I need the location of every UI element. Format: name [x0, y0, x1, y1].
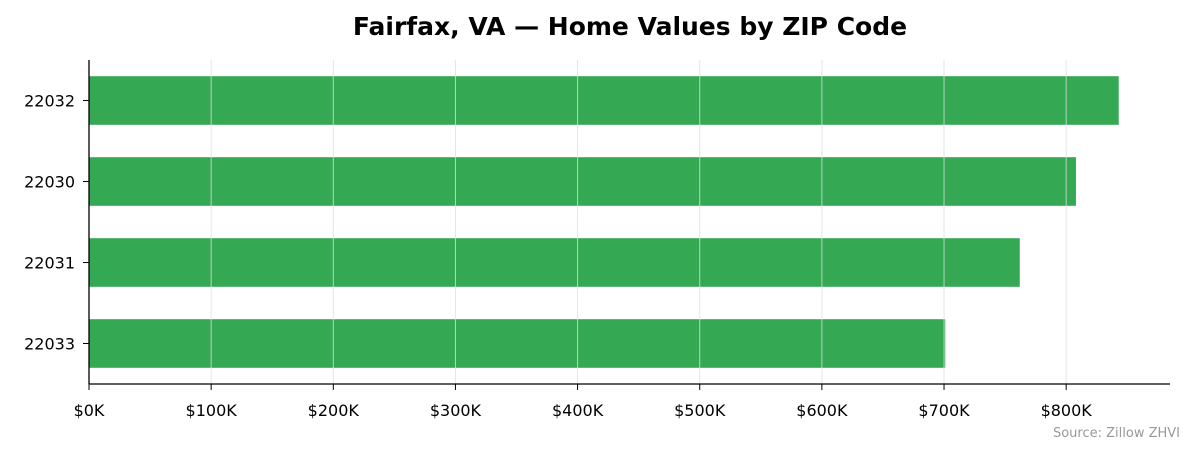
x-tick-label: $600K	[796, 401, 848, 420]
bar-22032	[89, 76, 1119, 125]
axes	[88, 60, 1170, 385]
tick-labels: $0K $100K $200K $300K $400K $500K $600K $700K $8…	[24, 92, 1092, 421]
x-tick-label: $500K	[674, 401, 726, 420]
x-tick-label: $200K	[308, 401, 360, 420]
chart-title: Fairfax, VA — Home Values by ZIP Code	[353, 12, 907, 41]
bars	[89, 76, 1119, 368]
y-tick-label: 22033	[24, 335, 75, 354]
gridlines	[210, 60, 1067, 384]
x-tick-label: $100K	[186, 401, 238, 420]
bar-22031	[89, 238, 1020, 287]
bar-22030	[89, 157, 1076, 206]
x-tick-label: $0K	[74, 401, 105, 420]
bar-22033	[89, 319, 946, 368]
y-tick-label: 22030	[24, 173, 75, 192]
y-tick-label: 22032	[24, 92, 75, 111]
x-tick-label: $300K	[430, 401, 482, 420]
x-tick-label: $400K	[552, 401, 604, 420]
x-tick-label: $700K	[918, 401, 970, 420]
x-tick-label: $800K	[1041, 401, 1093, 420]
source-note: Source: Zillow ZHVI	[1053, 426, 1180, 441]
y-tick-label: 22031	[24, 254, 75, 273]
